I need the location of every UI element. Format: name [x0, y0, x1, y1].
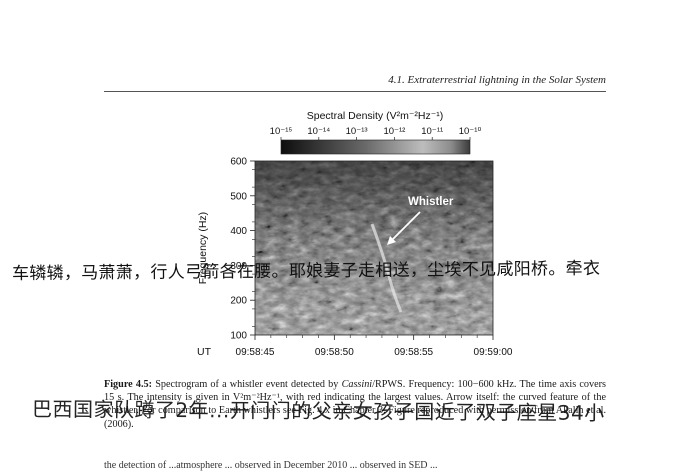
whistler-annotation-arrow [387, 211, 421, 245]
handwritten-annotation-line-1: 车辚辚，马萧萧，行人弓箭各在腰。耶娘妻子走相送，尘埃不见咸阳桥。牵衣 [11, 258, 601, 284]
y-tick-label: 400 [230, 226, 247, 237]
body-text-fragment: the detection of ...atmosphere ... obser… [104, 460, 438, 471]
whistler-feature [370, 223, 403, 313]
colorbar-tick-label: 10⁻¹⁰ [459, 126, 482, 137]
header-rule [104, 91, 606, 92]
colorbar-tick-label: 10⁻¹¹ [421, 126, 443, 137]
plot-frame [254, 160, 494, 336]
x-tick-label: 09:58:50 [315, 347, 354, 358]
x-tick-label: 09:58:55 [394, 347, 433, 358]
handwritten-annotation-line-2: 巴西国家队蹲了2年...开门门的父亲女孩子国近了双子座星34小 [31, 397, 605, 425]
y-tick-label: 100 [230, 331, 247, 342]
x-axis-label: UT [197, 346, 212, 358]
y-tick-label: 300 [230, 261, 247, 272]
colorbar-ticks [280, 137, 471, 140]
colorbar-tick-label: 10⁻¹⁵ [270, 126, 293, 137]
colorbar-tick-label: 10⁻¹³ [346, 126, 368, 137]
y-axis-ticks: 100 200 300 400 500 600 [230, 157, 255, 342]
figure-caption-label: Figure 4.5: [104, 379, 152, 390]
colorbar [280, 139, 471, 155]
y-tick-label: 500 [230, 191, 247, 202]
figure-caption-text-2: /RPWS. Frequency: 100−600 kHz. The time … [104, 379, 606, 430]
figure-caption: Figure 4.5: Spectrogram of a whistler ev… [104, 378, 606, 431]
colorbar-tick-label: 10⁻¹⁴ [307, 126, 330, 137]
y-tick-label: 600 [230, 157, 247, 168]
figure-caption-spacecraft: Cassini [341, 379, 373, 390]
y-axis-label: Frequency (Hz) [197, 212, 209, 284]
colorbar-tick-label: 10⁻¹² [383, 126, 405, 137]
figure-caption-text-1: Spectrogram of a whistler event detected… [155, 379, 339, 390]
spectrogram-plot-area [255, 161, 493, 335]
y-tick-label: 200 [230, 296, 247, 307]
colorbar-label: Spectral Density (V²m⁻²Hz⁻¹) [307, 110, 444, 122]
colorbar-tick-labels: 10⁻¹⁵ 10⁻¹⁴ 10⁻¹³ 10⁻¹² 10⁻¹¹ 10⁻¹⁰ [270, 126, 482, 137]
running-head: 4.1. Extraterrestrial lightning in the S… [388, 74, 606, 86]
x-tick-label: 09:58:45 [236, 347, 275, 358]
x-axis-ticks: 09:58:45 09:58:50 09:58:55 09:59:00 [236, 335, 513, 358]
x-tick-label: 09:59:00 [474, 347, 513, 358]
whistler-annotation-label: Whistler [408, 196, 454, 208]
